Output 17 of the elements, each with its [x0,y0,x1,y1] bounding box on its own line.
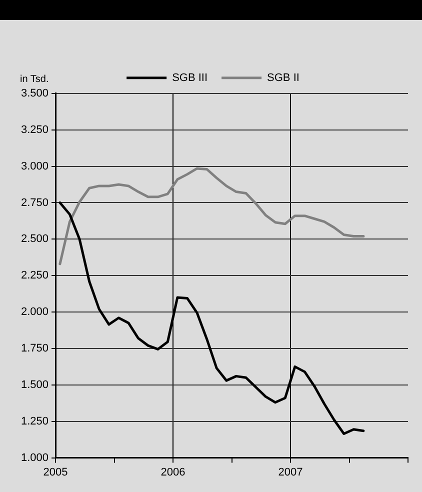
y-tick-label: 2.750 [20,196,49,209]
y-tick-label: 3.000 [20,160,49,172]
y-tick-label: 3.500 [20,87,49,100]
legend-label: SGB II [267,72,300,84]
y-tick-label: 2.500 [20,233,49,246]
legend-label: SGB III [172,72,208,84]
x-tick-label: 2005 [43,466,68,478]
y-tick-label: 1.250 [20,415,49,428]
y-tick-label: 2.250 [20,270,49,282]
y-axis-title: in Tsd. [20,74,49,86]
y-tick-label: 1.750 [20,342,49,355]
y-tick-label: 1.000 [20,452,49,464]
x-tick-label: 2007 [278,466,303,478]
y-tick-label: 1.500 [20,378,49,391]
x-tick-label: 2006 [160,466,186,478]
y-tick-label: 2.000 [20,306,49,318]
y-tick-label: 3.250 [20,124,49,136]
